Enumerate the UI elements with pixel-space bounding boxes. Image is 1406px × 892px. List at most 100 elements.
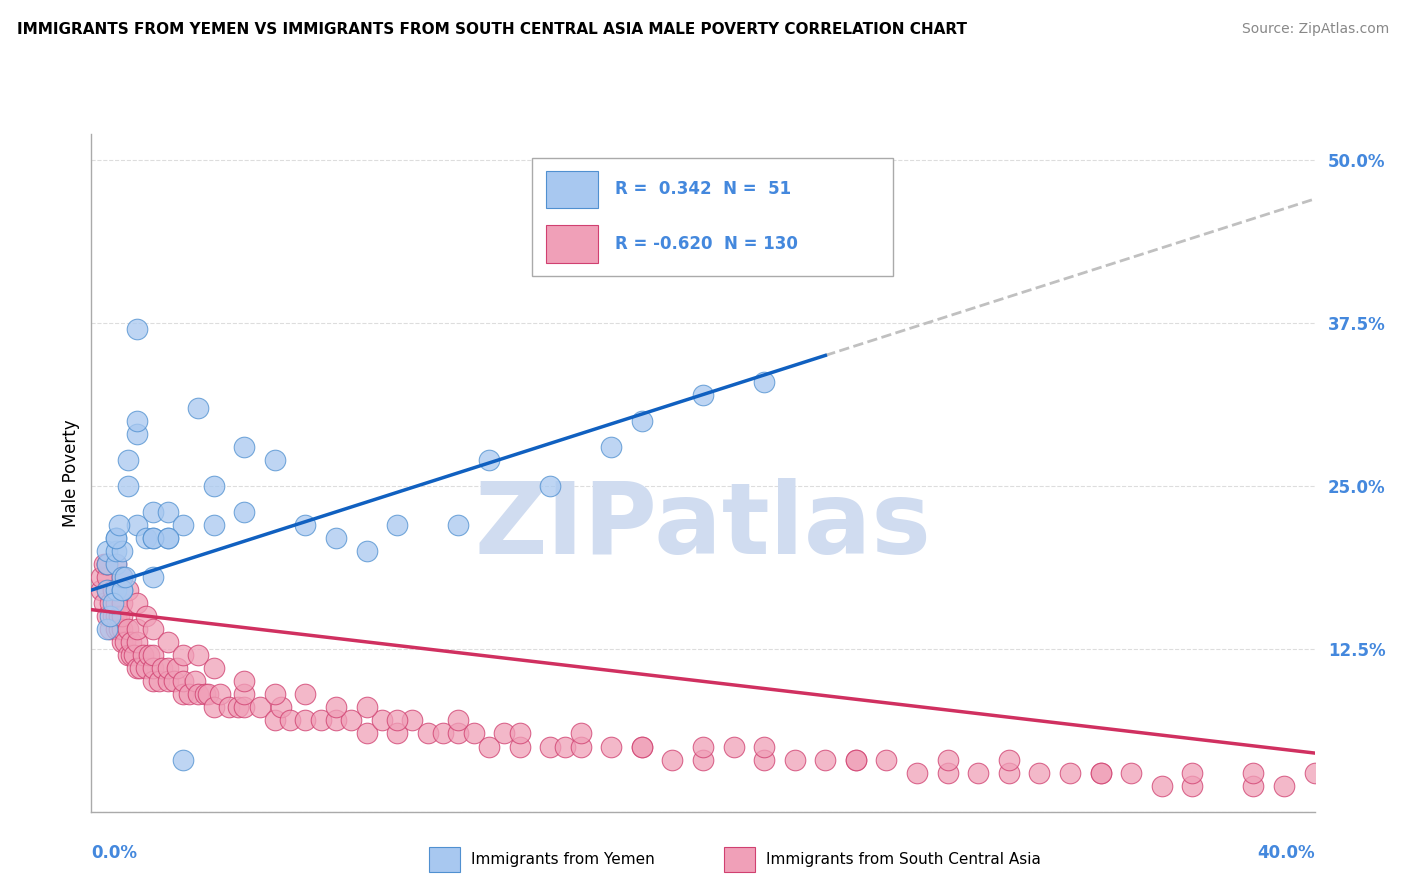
Point [117,452,139,467]
Point [156,674,179,689]
Point [127,596,149,610]
Point [93,596,115,610]
Point [631,739,654,754]
Point [114,635,136,649]
FancyBboxPatch shape [531,158,893,277]
Point [172,517,194,532]
Text: Immigrants from South Central Asia: Immigrants from South Central Asia [766,853,1042,867]
Point [600,440,623,454]
Point [1090,765,1112,780]
Point [264,714,287,728]
Point [249,700,271,714]
Point [172,687,194,701]
Point [172,674,194,689]
Point [432,726,454,740]
Text: IMMIGRANTS FROM YEMEN VS IMMIGRANTS FROM SOUTH CENTRAL ASIA MALE POVERTY CORRELA: IMMIGRANTS FROM YEMEN VS IMMIGRANTS FROM… [17,22,967,37]
Point [447,714,470,728]
Point [104,596,127,610]
Point [998,765,1021,780]
Point [141,505,163,519]
Point [478,739,501,754]
Point [150,661,173,675]
Point [226,700,249,714]
Point [127,426,149,441]
Point [156,635,179,649]
Point [1272,779,1295,793]
FancyBboxPatch shape [547,226,598,262]
Point [325,700,347,714]
Point [141,531,163,545]
Point [1181,765,1204,780]
Point [179,687,201,701]
Point [569,726,592,740]
Point [754,739,776,754]
Point [1059,765,1081,780]
Point [111,570,134,584]
Point [90,583,112,598]
Point [156,531,179,545]
Point [108,622,131,636]
Point [692,387,714,401]
Point [163,674,186,689]
Point [692,739,714,754]
Point [127,414,149,428]
Point [117,583,139,598]
Point [1121,765,1143,780]
Point [156,505,179,519]
Point [233,505,256,519]
Point [127,635,149,649]
Point [148,674,170,689]
Point [478,452,501,467]
Point [600,739,623,754]
Point [509,726,531,740]
Text: ZIPatlas: ZIPatlas [475,478,931,575]
Point [104,557,127,571]
Point [127,517,149,532]
Point [494,726,516,740]
Point [356,544,378,558]
Point [202,479,225,493]
FancyBboxPatch shape [547,171,598,209]
Point [127,322,149,336]
Point [661,753,683,767]
Text: 40.0%: 40.0% [1257,845,1315,863]
Point [156,661,179,675]
Point [120,648,142,663]
Point [233,440,256,454]
Point [111,544,134,558]
Point [135,531,157,545]
Point [172,648,194,663]
Point [104,583,127,598]
Point [111,596,134,610]
Point [96,570,118,584]
Point [233,687,256,701]
Point [193,687,215,701]
Point [967,765,990,780]
Point [538,739,561,754]
Point [120,635,142,649]
Point [1181,779,1204,793]
Point [111,583,134,598]
Point [101,583,124,598]
Point [117,479,139,493]
Point [754,753,776,767]
Y-axis label: Male Poverty: Male Poverty [62,419,80,526]
Point [814,244,837,259]
Point [294,687,316,701]
Point [108,609,131,624]
Point [101,596,124,610]
Point [783,753,806,767]
Point [129,661,152,675]
Point [936,753,959,767]
Point [96,609,118,624]
Point [156,531,179,545]
Point [127,661,149,675]
Point [325,531,347,545]
Point [96,622,118,636]
Point [1150,779,1173,793]
Point [905,765,928,780]
Text: Source: ZipAtlas.com: Source: ZipAtlas.com [1241,22,1389,37]
Point [141,674,163,689]
Point [111,583,134,598]
Point [385,714,409,728]
